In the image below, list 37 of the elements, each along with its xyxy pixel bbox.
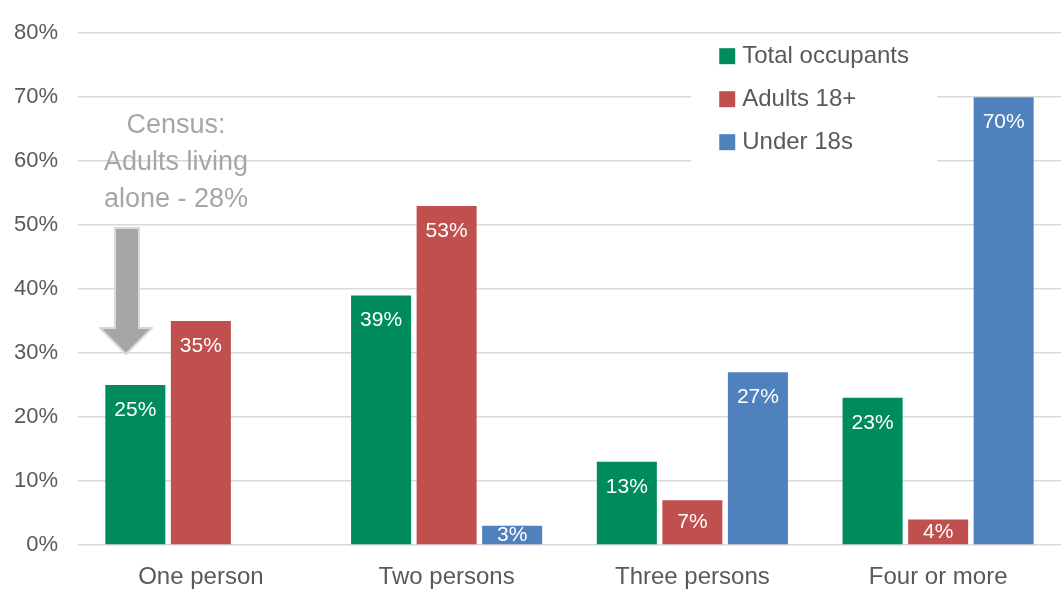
y-tick-label: 30%: [13, 339, 58, 365]
bar: [596, 461, 657, 545]
bar: [842, 397, 903, 545]
x-tick-label: One person: [138, 562, 264, 590]
x-tick-label: Two persons: [378, 562, 515, 590]
data-label: 35%: [179, 332, 222, 356]
y-tick-label: 60%: [13, 147, 58, 173]
y-tick-label: 50%: [13, 211, 58, 237]
data-label: 4%: [922, 518, 954, 542]
data-label: 25%: [114, 396, 157, 420]
bar: [973, 97, 1034, 545]
y-tick-label: 40%: [13, 275, 58, 301]
data-label: 39%: [360, 307, 403, 331]
y-tick-label: 10%: [13, 467, 58, 493]
data-label: 7%: [677, 509, 708, 533]
data-label: 23%: [851, 409, 894, 433]
legend-label: Adults 18+: [742, 83, 857, 111]
legend-label: Total occupants: [742, 40, 910, 68]
data-label: 3%: [496, 521, 528, 545]
data-label: 27%: [736, 384, 779, 408]
x-tick-label: Four or more: [868, 562, 1008, 590]
annotation: Census: Adults living alone - 28%: [103, 108, 249, 213]
bar: [170, 321, 231, 545]
y-tick-label: 20%: [13, 403, 58, 429]
y-tick-label: 70%: [13, 83, 58, 109]
data-label: 70%: [982, 108, 1025, 132]
bar: [662, 500, 723, 545]
data-label: 53%: [425, 217, 468, 241]
bar: [105, 385, 166, 545]
data-label: 13%: [605, 473, 648, 497]
bar: [727, 372, 788, 545]
bar: [351, 295, 412, 545]
y-tick-label: 80%: [13, 19, 58, 45]
legend-label: Under 18s: [742, 126, 853, 154]
bar: [416, 205, 477, 545]
y-tick-label: 0%: [26, 531, 58, 557]
x-tick-label: Three persons: [615, 562, 770, 590]
